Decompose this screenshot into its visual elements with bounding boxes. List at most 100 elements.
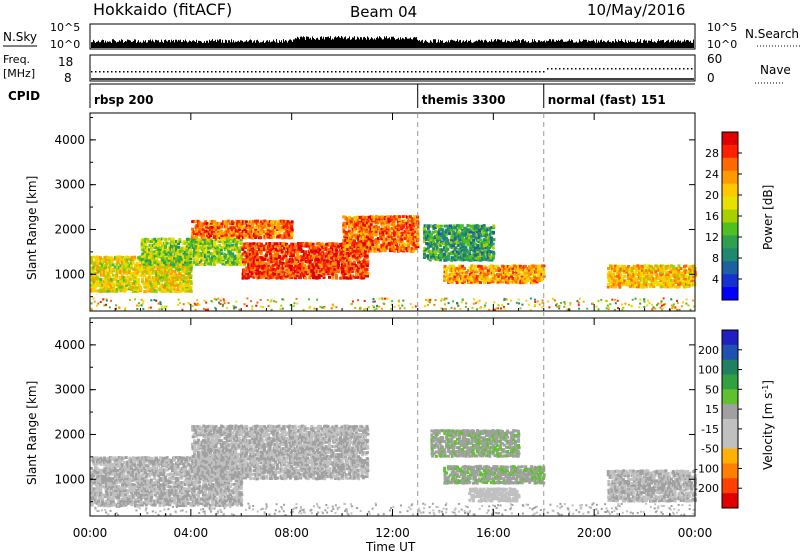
data-cell [291,258,295,262]
data-cell [205,246,209,250]
data-cell [146,240,149,243]
data-cell [157,282,161,285]
data-cell [225,235,229,239]
data-cell [347,231,351,235]
data-cell [280,250,284,254]
data-cell [231,236,235,239]
data-cell [298,242,302,245]
data-cell [103,269,106,273]
data-cell [99,261,103,265]
data-cell [333,270,337,274]
data-cell [322,262,326,266]
data-cell [231,252,235,256]
data-cell [281,307,284,310]
data-cell [285,234,289,238]
data-cell [245,224,249,228]
data-cell [160,269,164,273]
data-cell [363,227,367,231]
data-cell [270,248,274,252]
data-cell [151,269,155,273]
data-cell [263,263,267,267]
data-cell [198,303,201,306]
data-cell [317,270,321,274]
data-cell [115,255,119,259]
data-cell [198,238,202,242]
data-cell [92,289,95,293]
data-cell [320,258,324,262]
data-cell [205,262,209,266]
data-cell [223,256,227,260]
data-cell [245,230,249,234]
data-cell [236,248,240,252]
data-cell [267,263,271,267]
data-cell [358,254,362,258]
data-cell [144,277,148,281]
data-cell [597,299,600,302]
data-cell [148,243,152,247]
data-cell [261,221,265,225]
radar-title: Hokkaido (fitACF) [93,0,232,19]
data-cell [269,254,272,258]
data-cell [155,257,159,260]
data-cell [93,300,96,303]
data-cell [518,302,521,305]
data-cell [141,280,144,284]
data-cell [349,254,353,258]
data-cell [178,256,182,260]
data-cell [115,304,118,307]
data-cell [173,242,176,246]
data-cell [120,283,124,287]
data-cell [327,247,331,251]
data-cell [331,303,334,306]
data-cell [148,274,152,278]
data-cell [344,260,348,264]
data-cell [138,266,142,270]
data-cell [178,252,182,256]
data-cell [229,226,233,230]
data-cell [260,220,263,224]
data-cell [106,289,110,293]
data-cell [155,250,159,254]
data-cell [348,264,352,268]
data-cell [558,307,561,310]
data-cell [240,254,243,258]
data-cell [342,239,346,243]
data-cell [223,238,227,242]
data-cell [335,266,339,270]
data-cell [196,224,200,228]
data-cell [189,261,193,265]
data-cell [248,223,252,227]
data-cell [313,260,317,264]
data-cell [115,279,119,283]
data-cell [210,300,213,302]
data-cell [149,279,153,283]
data-cell [119,264,123,268]
data-cell [285,224,289,228]
data-cell [128,275,132,279]
data-cell [142,238,146,242]
data-cell [489,264,493,268]
data-cell [151,283,155,287]
data-cell [347,252,351,256]
data-cell [155,299,158,302]
data-cell [250,246,254,250]
data-cell [189,287,193,291]
data-cell [308,264,312,268]
data-cell [290,228,294,232]
data-cell [281,258,284,262]
data-cell [102,258,106,262]
data-cell [330,256,334,260]
data-cell [358,229,362,233]
data-cell [252,260,256,264]
data-cell [616,299,619,302]
data-cell [299,266,303,270]
data-cell [250,234,254,238]
data-cell [97,261,101,265]
data-cell [275,226,279,230]
data-cell [331,266,335,270]
data-cell [140,254,144,258]
data-cell [189,263,193,267]
data-cell [226,258,230,262]
data-cell [237,250,241,254]
